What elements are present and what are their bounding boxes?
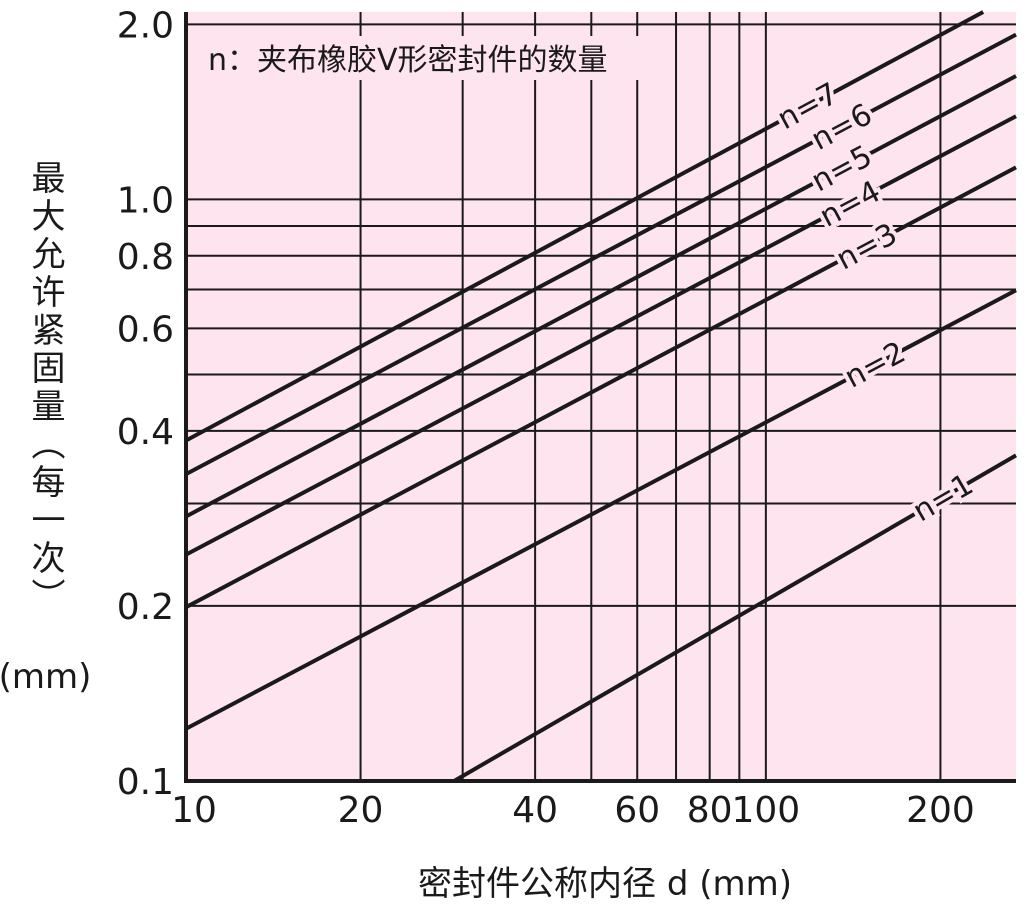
series-line (185, 114, 1017, 557)
y-tick-label: 0.1 (117, 762, 174, 803)
x-tick-label: 40 (512, 790, 558, 831)
x-tick-label: 60 (614, 790, 660, 831)
y-axis-label: 最大允许紧固量（每一次） (25, 160, 65, 616)
series-line (185, 288, 1017, 731)
y-tick-label: 1.0 (117, 180, 174, 221)
y-tick-label: 0.4 (117, 412, 174, 453)
y-tick-label: 0.2 (117, 587, 174, 628)
series-line (453, 453, 1018, 783)
x-axis-label: 密封件公称内径 d (mm) (418, 864, 792, 904)
x-tick-label: 20 (338, 790, 384, 831)
x-tick-label: 10 (171, 790, 217, 831)
y-tick-label: 0.6 (117, 309, 174, 350)
series-line (185, 32, 1017, 476)
x-tick-label: 200 (906, 790, 975, 831)
series-line (185, 10, 985, 443)
plot-area (186, 12, 1016, 781)
x-tick-label: 80 (687, 790, 733, 831)
series-line (185, 74, 1017, 519)
series-line (185, 165, 1017, 609)
y-tick-label: 2.0 (117, 5, 174, 46)
x-tick-label: 100 (732, 790, 801, 831)
annotation-bg (202, 36, 657, 80)
annotation: n：夹布橡胶V形密封件的数量 (208, 43, 608, 78)
y-axis-unit: (mm) (0, 657, 91, 697)
y-tick-label: 0.8 (117, 237, 174, 278)
